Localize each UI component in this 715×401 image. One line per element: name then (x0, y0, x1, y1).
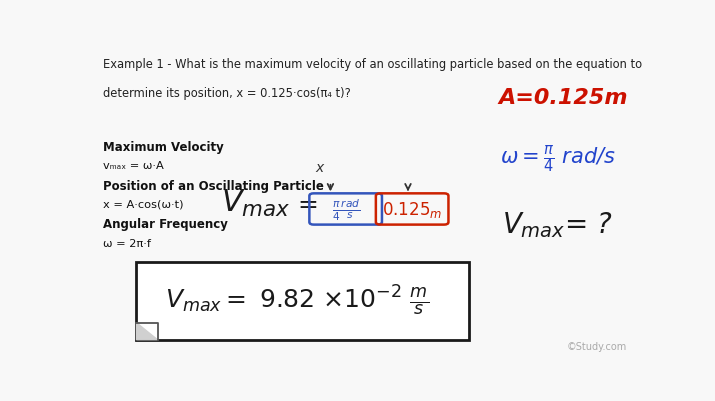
Text: $\omega = \frac{\pi}{4}$ rad/s: $\omega = \frac{\pi}{4}$ rad/s (500, 144, 616, 175)
Text: $\mathit{V_{max}}$$\mathit{=}$ $9.82$ $\times10^{-2}$ $\mathit{\frac{m}{s}}$: $\mathit{V_{max}}$$\mathit{=}$ $9.82$ $\… (165, 283, 429, 317)
Text: Position of an Oscillating Particle: Position of an Oscillating Particle (103, 179, 324, 192)
Text: ©Study.com: ©Study.com (566, 341, 627, 351)
Polygon shape (137, 323, 157, 340)
Text: $\mathit{V_{max}}$: $\mathit{V_{max}}$ (221, 187, 290, 218)
Text: ω = 2π·f: ω = 2π·f (103, 238, 152, 248)
Text: $\mathit{V_{max}}$= ?: $\mathit{V_{max}}$= ? (503, 209, 613, 239)
Text: determine its position, x = 0.125·cos(π₄ t)?: determine its position, x = 0.125·cos(π₄… (103, 87, 351, 100)
Text: =: = (298, 192, 319, 216)
Text: Angular Frequency: Angular Frequency (103, 218, 228, 231)
Text: A=0.125m: A=0.125m (498, 87, 628, 107)
FancyBboxPatch shape (137, 263, 469, 340)
Text: x = A·cos(ω·t): x = A·cos(ω·t) (103, 199, 184, 209)
Text: $0.125_m$: $0.125_m$ (383, 200, 443, 220)
Text: $\frac{\pi}{4}$$\frac{rad}{s}$: $\frac{\pi}{4}$$\frac{rad}{s}$ (332, 197, 360, 223)
Text: vₘₐₓ = ω·A: vₘₐₓ = ω·A (103, 161, 164, 171)
Text: Example 1 - What is the maximum velocity of an oscillating particle based on the: Example 1 - What is the maximum velocity… (103, 57, 642, 70)
Text: Maximum Velocity: Maximum Velocity (103, 141, 224, 154)
Text: x: x (315, 161, 323, 175)
